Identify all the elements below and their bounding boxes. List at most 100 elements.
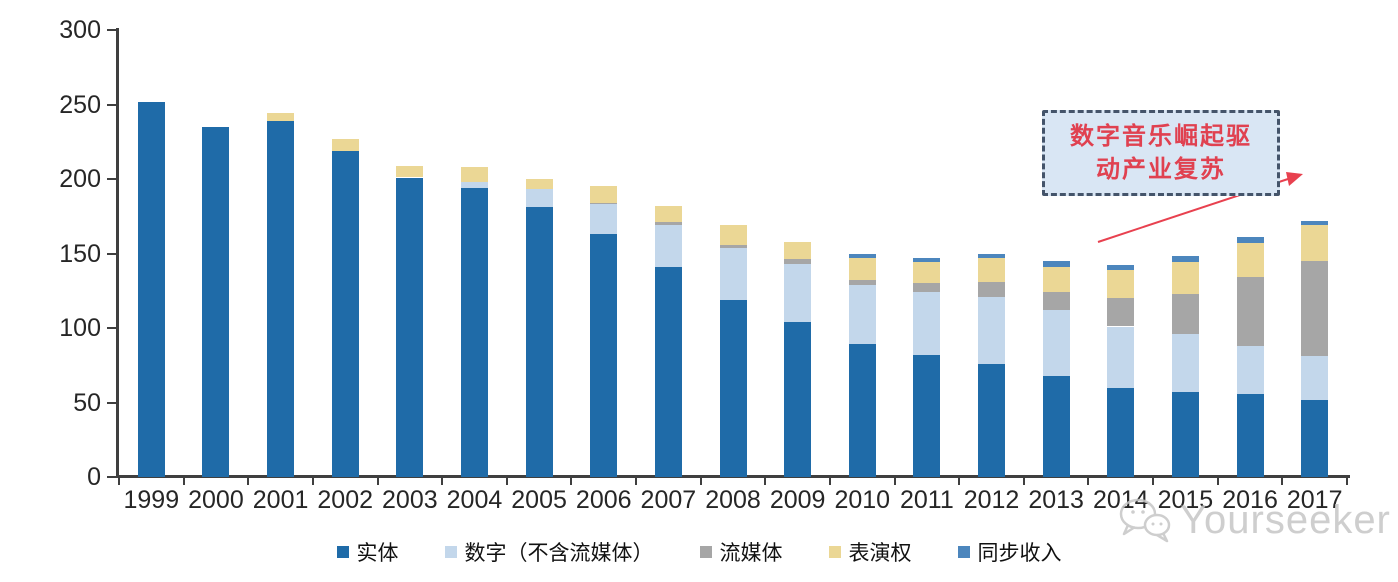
bar-segment	[978, 281, 1006, 297]
y-axis-tick	[107, 29, 117, 31]
bar-segment	[1236, 345, 1264, 394]
x-axis-tick	[1152, 477, 1155, 485]
bar-segment	[1236, 393, 1264, 477]
legend-swatch	[336, 546, 349, 558]
bar-segment	[654, 225, 682, 267]
bar-segment	[1171, 256, 1199, 263]
chat-bubbles-icon	[1119, 498, 1171, 543]
bar-segment	[1171, 262, 1199, 294]
bar-segment	[719, 299, 747, 477]
legend-swatch	[444, 546, 457, 558]
legend-label: 数字（不含流媒体）	[464, 542, 654, 565]
bar-segment	[848, 257, 876, 281]
bar-segment	[848, 284, 876, 345]
bar-segment	[1301, 356, 1329, 400]
x-axis-tick	[1281, 477, 1284, 485]
bar-segment	[978, 363, 1006, 477]
bar-segment	[784, 259, 812, 264]
legend-item: 流媒体	[699, 537, 783, 567]
y-axis-tick	[107, 103, 117, 106]
bar-segment	[1107, 265, 1135, 270]
annotation-text-line1: 数字音乐崛起驱	[1070, 123, 1252, 150]
bar-segment	[331, 138, 359, 151]
annotation-box: 数字音乐崛起驱 动产业复苏	[1042, 110, 1280, 196]
bar-segment	[1171, 392, 1199, 477]
bar-segment	[848, 344, 876, 477]
x-axis-label: 2006	[575, 486, 632, 514]
bar-segment	[460, 167, 488, 182]
bar-segment	[1107, 387, 1135, 477]
x-axis-tick	[1087, 477, 1090, 485]
bar-segment	[1236, 243, 1264, 278]
x-axis-tick	[1216, 477, 1219, 485]
x-axis-tick	[247, 477, 250, 485]
bar-segment	[331, 150, 359, 477]
bar-segment	[1042, 292, 1070, 311]
y-axis-line	[116, 28, 119, 478]
y-axis-tick	[107, 327, 117, 329]
bar-segment	[913, 257, 941, 263]
x-axis-tick	[118, 477, 120, 485]
bar-segment	[1301, 399, 1329, 477]
x-axis-label: 2004	[446, 486, 503, 514]
x-axis-tick	[441, 477, 444, 485]
y-axis-tick-label: 50	[73, 388, 101, 417]
y-axis-tick	[107, 252, 117, 255]
annotation-text-line2: 动产业复苏	[1096, 156, 1226, 183]
bar-segment	[137, 101, 165, 477]
watermark: Yourseeker	[1116, 494, 1391, 546]
bar-segment	[913, 283, 941, 293]
bar-segment	[1236, 237, 1264, 244]
legend-swatch	[699, 546, 712, 558]
bar-segment	[848, 253, 876, 258]
x-axis-tick	[311, 477, 314, 485]
x-axis-tick	[376, 477, 379, 485]
bar-segment	[590, 204, 618, 235]
bar-segment	[784, 322, 812, 477]
bar-segment	[654, 266, 682, 477]
x-axis-label: 2015	[1157, 486, 1214, 514]
bar-segment	[1107, 269, 1135, 299]
y-axis-tick-label: 0	[87, 463, 101, 491]
bar-segment	[719, 225, 747, 245]
bar-segment	[654, 222, 682, 226]
y-axis-tick-label: 100	[59, 314, 101, 342]
x-axis-label: 2001	[252, 486, 309, 514]
bar-segment	[1107, 326, 1135, 388]
x-axis-tick	[635, 477, 638, 485]
y-axis-tick	[107, 476, 117, 478]
x-axis-label: 2010	[834, 486, 891, 514]
bar-segment	[267, 120, 295, 477]
bar-segment	[590, 202, 618, 205]
bar-segment	[525, 179, 553, 190]
watermark-text: Yourseeker	[1180, 497, 1391, 542]
x-axis-tick	[505, 477, 508, 485]
bar-segment	[913, 292, 941, 355]
bar-segment	[1171, 293, 1199, 334]
bar-segment	[784, 241, 812, 260]
bar-segment	[1236, 277, 1264, 346]
bar-segment	[913, 262, 941, 284]
bar-segment	[978, 253, 1006, 258]
bar-segment	[1171, 333, 1199, 393]
bar-segment	[978, 296, 1006, 364]
y-axis-tick-label: 250	[59, 90, 101, 119]
x-axis-tick	[570, 477, 573, 485]
bar-segment	[525, 189, 553, 208]
bar-segment	[848, 280, 876, 285]
x-axis-tick	[699, 477, 702, 485]
bar-segment	[460, 181, 488, 188]
bar-segment	[719, 247, 747, 300]
x-axis-label: 2011	[900, 486, 954, 514]
legend: 实体 数字（不含流媒体） 流媒体 表演权 同步收入	[0, 537, 1398, 567]
bar-segment	[719, 244, 747, 248]
legend-item: 表演权	[828, 537, 912, 567]
legend-label: 同步收入	[977, 542, 1062, 565]
legend-label: 流媒体	[719, 542, 783, 565]
bar-segment	[590, 186, 618, 203]
legend-swatch	[957, 546, 970, 558]
bar-segment	[913, 354, 941, 477]
x-axis-tick	[764, 477, 767, 485]
bar-segment	[1301, 225, 1329, 261]
x-axis-label: 2005	[511, 486, 567, 514]
